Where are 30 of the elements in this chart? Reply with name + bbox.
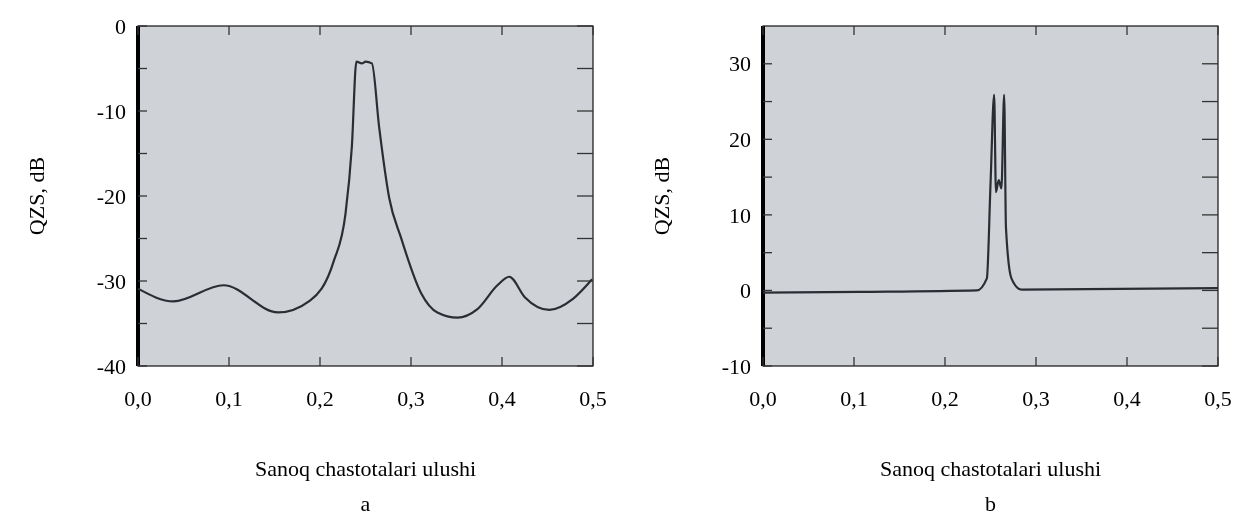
y-tick-label: -10 — [721, 353, 751, 379]
x-tick-label: 0,5 — [579, 386, 607, 411]
x-tick-label: 0,4 — [1113, 386, 1141, 411]
y-tick-label: -20 — [96, 183, 126, 209]
line-series — [761, 93, 1220, 294]
x-tick-label: 0,1 — [215, 386, 243, 411]
y-tick-label: 20 — [729, 127, 751, 153]
x-tick-label: 0,1 — [840, 386, 868, 411]
x-axis-title: Sanoq chastotalari ulushi — [254, 456, 477, 481]
text: b — [985, 491, 996, 516]
y-tick-label: 0 — [115, 13, 126, 39]
text: a — [360, 491, 371, 516]
x-tick-label: 0,4 — [488, 386, 516, 411]
x-tick-label: 0,0 — [124, 386, 152, 411]
x-tick-label: 0,0 — [749, 386, 777, 411]
y-tick-label: 10 — [729, 202, 751, 228]
y-axis-title: QZS, dB — [648, 156, 674, 236]
y-tick-label: 0 — [740, 278, 751, 304]
x-tick-label: 0,2 — [931, 386, 959, 411]
y-tick-label: 30 — [729, 51, 751, 77]
y-tick-label: -30 — [96, 268, 126, 294]
x-tick-label: 0,3 — [397, 386, 425, 411]
x-tick-label: 0,3 — [1022, 386, 1050, 411]
line-series — [136, 60, 594, 319]
y-tick-label: -10 — [96, 98, 126, 124]
x-tick-label: 0,2 — [306, 386, 334, 411]
x-tick-label: 0,5 — [1204, 386, 1232, 411]
x-axis-title: Sanoq chastotalari ulushi — [879, 456, 1102, 481]
y-axis-title: QZS, dB — [23, 156, 49, 236]
y-tick-label: -40 — [96, 353, 126, 379]
